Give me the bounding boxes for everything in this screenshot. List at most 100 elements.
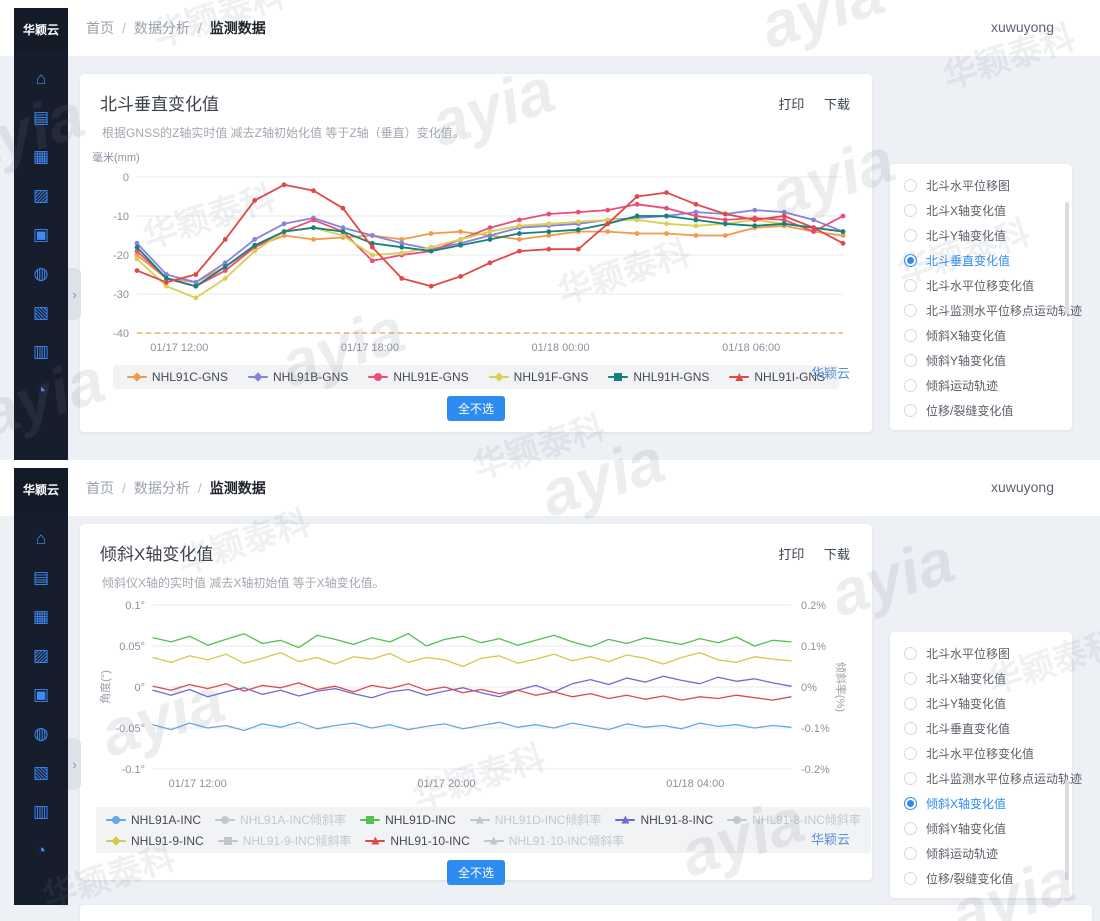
chart-type-option[interactable]: 倾斜运动轨迹 bbox=[890, 841, 1072, 866]
chart-card: 北斗垂直变化值 打印 下载 根据GNSS的Z轴实时值 减去Z轴初始化值 等于Z轴… bbox=[80, 74, 872, 432]
reports-icon[interactable]: ▥ bbox=[32, 342, 50, 361]
legend-item[interactable]: NHL91A-INC倾斜率 bbox=[215, 811, 346, 828]
media-icon[interactable]: ▧ bbox=[32, 763, 50, 782]
deselect-all-button[interactable]: 全不选 bbox=[446, 396, 505, 421]
analytics-icon[interactable]: ◔ bbox=[35, 841, 47, 860]
breadcrumb-data-analysis[interactable]: 数据分析 bbox=[133, 20, 190, 36]
chart-type-option[interactable]: 北斗水平位移变化值 bbox=[890, 741, 1072, 766]
legend-item[interactable]: NHL91A-INC bbox=[106, 813, 201, 827]
chart-type-option[interactable]: 倾斜Y轴变化值 bbox=[890, 348, 1072, 373]
legend-label: NHL91A-INC倾斜率 bbox=[240, 813, 347, 827]
username[interactable]: xuwuyong bbox=[990, 479, 1054, 495]
logo[interactable]: 华颖云 bbox=[14, 8, 68, 52]
legend-item[interactable]: NHL91H-GNS bbox=[608, 370, 709, 384]
chart-type-option[interactable]: 北斗Y轴变化值 bbox=[890, 223, 1072, 248]
map-icon[interactable]: ▨ bbox=[32, 186, 50, 205]
legend-item[interactable]: NHL91-9-INC倾斜率 bbox=[217, 832, 351, 849]
projects-icon[interactable]: ▦ bbox=[32, 147, 50, 166]
legend-item[interactable]: NHL91C-GNS bbox=[126, 370, 228, 384]
username[interactable]: xuwuyong bbox=[990, 19, 1054, 35]
svg-text:01/18 06:00: 01/18 06:00 bbox=[722, 342, 780, 354]
chart-type-option[interactable]: 北斗水平位移图 bbox=[890, 641, 1072, 666]
print-button[interactable]: 打印 bbox=[778, 547, 805, 562]
devices-icon[interactable]: ▣ bbox=[32, 685, 50, 704]
series-marker-icon bbox=[469, 815, 490, 825]
alerts-icon[interactable]: ◍ bbox=[33, 264, 49, 283]
scrollbar[interactable] bbox=[1065, 780, 1069, 880]
chart-type-option[interactable]: 北斗垂直变化值 bbox=[890, 248, 1072, 273]
radio-icon bbox=[904, 822, 917, 835]
projects-icon[interactable]: ▦ bbox=[32, 607, 50, 626]
analytics-icon[interactable]: ◔ bbox=[35, 381, 47, 400]
radio-icon bbox=[904, 797, 917, 810]
topbar: 首页 / 数据分析 / 监测数据 xuwuyong bbox=[0, 0, 1100, 57]
radio-icon bbox=[904, 354, 917, 367]
breadcrumb-home[interactable]: 首页 bbox=[86, 480, 114, 496]
svg-text:-40: -40 bbox=[113, 328, 129, 340]
series-marker-icon bbox=[488, 372, 509, 382]
legend-item[interactable]: NHL91D-INC bbox=[360, 813, 456, 827]
svg-text:01/17 18:00: 01/17 18:00 bbox=[341, 342, 399, 354]
legend-label: NHL91-8-INC bbox=[640, 812, 714, 827]
map-icon[interactable]: ▨ bbox=[32, 646, 50, 665]
legend-item[interactable]: NHL91B-GNS bbox=[247, 370, 348, 384]
svg-text:-0.2%: -0.2% bbox=[801, 764, 830, 776]
chart-type-option[interactable]: 位移/裂缝变化值 bbox=[890, 398, 1072, 423]
chart-type-option[interactable]: 北斗监测水平位移点运动轨迹 bbox=[890, 766, 1082, 791]
chart-type-option[interactable]: 倾斜运动轨迹 bbox=[890, 373, 1072, 398]
legend-label: NHL91C-GNS bbox=[151, 370, 228, 384]
chart-type-option[interactable]: 倾斜X轴变化值 bbox=[890, 791, 1072, 816]
dashboard-icon[interactable]: ▤ bbox=[32, 568, 50, 587]
legend-item[interactable]: NHL91-8-INC bbox=[615, 813, 713, 827]
series-marker-icon bbox=[215, 815, 236, 825]
radio-icon bbox=[904, 254, 917, 267]
chart-type-option[interactable]: 北斗监测水平位移点运动轨迹 bbox=[890, 298, 1082, 323]
sidebar-collapse-tab[interactable]: › bbox=[68, 268, 81, 320]
legend-label: NHL91D-INC倾斜率 bbox=[494, 813, 602, 827]
chart-type-option[interactable]: 倾斜X轴变化值 bbox=[890, 323, 1072, 348]
logo[interactable]: 华颖云 bbox=[14, 468, 68, 512]
chart-type-label: 倾斜Y轴变化值 bbox=[926, 822, 1007, 836]
legend-item[interactable]: NHL91-10-INC bbox=[365, 834, 470, 848]
media-icon[interactable]: ▧ bbox=[32, 303, 50, 322]
alerts-icon[interactable]: ◍ bbox=[33, 724, 49, 743]
dashboard-icon[interactable]: ▤ bbox=[32, 108, 50, 127]
legend-item[interactable]: NHL91D-INC倾斜率 bbox=[469, 811, 602, 828]
chart-legend: NHL91C-GNS NHL91B-GNS NHL91E-GNS NHL91F-GNS… bbox=[112, 365, 840, 389]
home-icon[interactable]: ⌂ bbox=[35, 529, 47, 548]
chart-type-option[interactable]: 北斗X轴变化值 bbox=[890, 666, 1072, 691]
home-icon[interactable]: ⌂ bbox=[35, 69, 47, 88]
series-marker-icon bbox=[106, 815, 126, 825]
breadcrumb-home[interactable]: 首页 bbox=[86, 20, 114, 36]
scrollbar[interactable] bbox=[1065, 202, 1069, 314]
download-button[interactable]: 下载 bbox=[823, 97, 850, 112]
radio-icon bbox=[904, 304, 917, 317]
breadcrumb-data-analysis[interactable]: 数据分析 bbox=[133, 480, 190, 496]
series-marker-icon bbox=[217, 836, 238, 846]
legend-item[interactable]: NHL91-9-INC bbox=[106, 834, 204, 848]
svg-text:0.1%: 0.1% bbox=[801, 641, 826, 653]
download-button[interactable]: 下载 bbox=[823, 547, 850, 562]
devices-icon[interactable]: ▣ bbox=[32, 225, 50, 244]
reports-icon[interactable]: ▥ bbox=[32, 802, 50, 821]
print-button[interactable]: 打印 bbox=[778, 97, 805, 112]
legend-item[interactable]: NHL91I-GNS bbox=[729, 370, 825, 384]
chart-type-option[interactable]: 北斗水平位移图 bbox=[890, 173, 1072, 198]
chart-type-option[interactable]: 位移/裂缝变化值 bbox=[890, 866, 1072, 891]
legend-item[interactable]: NHL91-8-INC倾斜率 bbox=[727, 811, 861, 828]
radio-icon bbox=[904, 279, 917, 292]
deselect-all-button[interactable]: 全不选 bbox=[446, 860, 505, 885]
chart-title: 倾斜X轴变化值 bbox=[100, 545, 214, 564]
legend-item[interactable]: NHL91F-GNS bbox=[488, 370, 588, 384]
legend-item[interactable]: NHL91E-GNS bbox=[368, 370, 469, 384]
chart-type-option[interactable]: 北斗垂直变化值 bbox=[890, 716, 1072, 741]
legend-item[interactable]: NHL91-10-INC倾斜率 bbox=[483, 832, 624, 849]
radio-icon bbox=[904, 647, 917, 660]
chart-subtitle: 倾斜仪X轴的实时值 减去X轴初始值 等于X轴变化值。 bbox=[102, 576, 385, 590]
radio-icon bbox=[904, 722, 917, 735]
chart-type-option[interactable]: 倾斜Y轴变化值 bbox=[890, 816, 1072, 841]
chart-type-option[interactable]: 北斗Y轴变化值 bbox=[890, 691, 1072, 716]
chart-type-option[interactable]: 北斗X轴变化值 bbox=[890, 198, 1072, 223]
chart-type-option[interactable]: 北斗水平位移变化值 bbox=[890, 273, 1072, 298]
sidebar-collapse-tab[interactable]: › bbox=[68, 738, 81, 790]
